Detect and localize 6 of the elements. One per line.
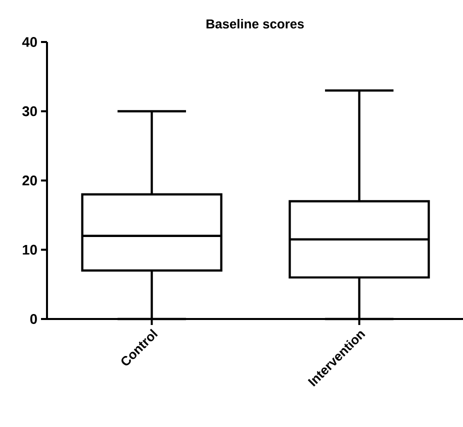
y-tick-label: 0 (30, 314, 37, 324)
y-tick-label: 10 (22, 244, 37, 255)
y-tick-label: 30 (22, 106, 37, 116)
y-tick-label: 20 (22, 176, 37, 186)
chart-title: Baseline scores (206, 18, 304, 28)
y-tick-label: 40 (22, 37, 37, 47)
